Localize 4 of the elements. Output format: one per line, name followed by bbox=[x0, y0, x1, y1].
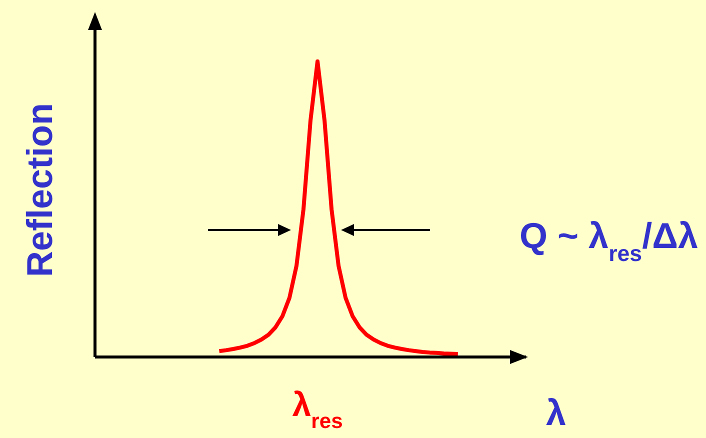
text: λ$_{res}$ bbox=[292, 386, 343, 432]
y-axis-title: Reflection bbox=[19, 102, 60, 278]
text: Q ~ λ$_{res}$/Δλ bbox=[520, 215, 698, 266]
x-axis-title: λ bbox=[546, 392, 566, 433]
